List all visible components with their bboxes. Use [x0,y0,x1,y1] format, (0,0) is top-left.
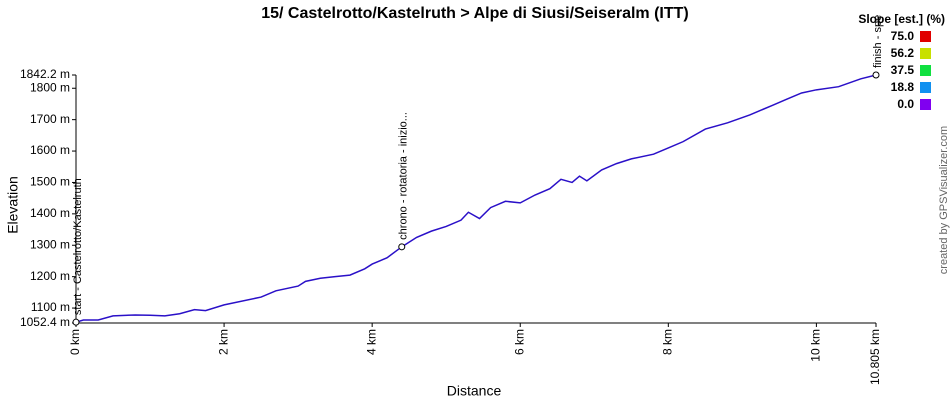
legend-swatch [920,31,931,42]
legend-swatch [920,65,931,76]
y-tick-label: 1400 m [30,206,70,220]
credit: created by GPSVisualizer.com [938,126,950,274]
waypoint-label: chrono - rotatoria - inizio... [398,112,410,240]
x-tick-label: 8 km [660,329,674,355]
x-tick-label: 4 km [364,329,378,355]
waypoint [398,243,406,251]
y-tick-label: 1200 m [30,269,70,283]
waypoint-label: start - Castelrotto/Kastelruth [72,178,84,315]
legend-label: 37.5 [891,63,915,77]
y-tick-label: 1842.2 m [20,67,70,81]
legend-label: 75.0 [891,29,915,43]
y-tick-label: 1300 m [30,237,70,251]
x-tick-label: 6 km [512,329,526,355]
y-tick-label: 1600 m [30,143,70,157]
legend-label: 56.2 [891,46,915,60]
y-tick-label: 1700 m [30,112,70,126]
elevation-line [75,74,877,323]
x-tick-label: 0 km [68,329,82,355]
x-axis-title: Distance [447,383,502,399]
legend-title: Slope [est.] (%) [858,12,945,26]
x-tick-label: 10.805 km [868,329,882,385]
waypoint-label: finish - spe [872,15,884,68]
x-tick-label: 2 km [216,329,230,355]
y-tick-label: 1800 m [30,80,70,94]
y-tick-label: 1100 m [31,300,70,314]
chart-title: 15/ Castelrotto/Kastelruth > Alpe di Siu… [261,5,689,22]
waypoint [872,71,880,79]
x-tick-label: 10 km [809,329,823,362]
y-tick-label: 1052.4 m [20,315,70,329]
legend-swatch [920,99,931,110]
legend-swatch [920,82,931,93]
y-axis-title: Elevation [5,176,21,234]
waypoint [72,318,80,326]
legend-label: 0.0 [897,97,914,111]
legend-label: 18.8 [891,80,915,94]
y-tick-label: 1500 m [30,175,70,189]
legend-swatch [920,48,931,59]
